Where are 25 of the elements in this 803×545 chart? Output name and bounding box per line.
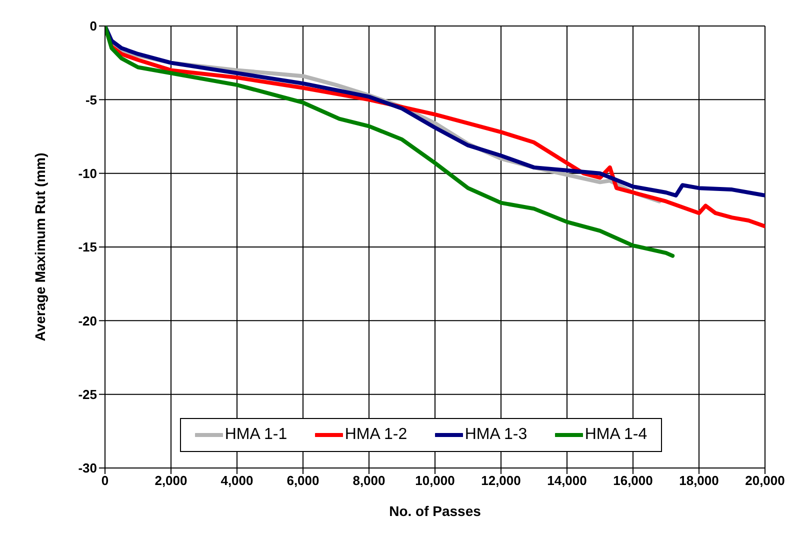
- x-tick-label: 20,000: [745, 473, 785, 488]
- x-tick-label: 10,000: [415, 473, 455, 488]
- y-tick-label: 0: [90, 18, 97, 34]
- x-tick-label: 2,000: [154, 473, 188, 488]
- y-tick-label: -25: [78, 386, 97, 402]
- x-tick-label: 4,000: [220, 473, 254, 488]
- x-tick-label: 14,000: [547, 473, 587, 488]
- line-series: [105, 26, 675, 258]
- y-tick-label: -15: [78, 240, 97, 255]
- x-tick-label: 18,000: [679, 473, 719, 488]
- x-tick-label: 0: [101, 473, 109, 488]
- x-tick-label: 6,000: [286, 473, 320, 488]
- legend-label: HMA 1-2: [344, 426, 408, 444]
- legend-label: HMA 1-3: [464, 426, 528, 444]
- x-tick-label: 12,000: [481, 473, 521, 488]
- y-tick-label: -30: [78, 460, 97, 476]
- legend-label: HMA 1-4: [584, 426, 648, 444]
- y-tick-label: -20: [78, 313, 97, 328]
- legend-label: HMA 1-1: [224, 426, 288, 444]
- y-tick-label: -10: [78, 166, 97, 181]
- y-axis-title: Average Maximum Rut (mm): [32, 152, 48, 342]
- x-tick-label: 8,000: [352, 473, 386, 488]
- x-axis-title: No. of Passes: [389, 503, 482, 519]
- x-tick-label: 16,000: [613, 473, 653, 488]
- y-tick-label: -5: [85, 92, 97, 108]
